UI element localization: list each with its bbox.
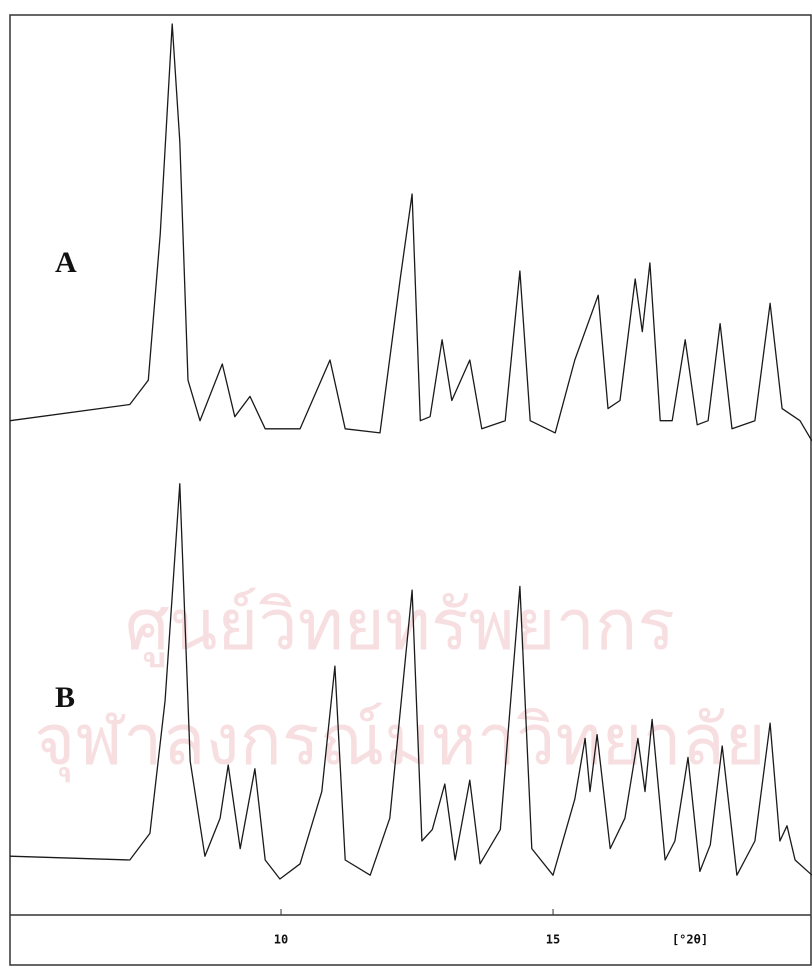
x-tick-label: 10 [274, 933, 288, 947]
trace [10, 23, 812, 442]
trace [10, 483, 812, 880]
frame [9, 14, 812, 966]
x-tick-label: 15 [546, 933, 560, 947]
trace-label: B [55, 681, 75, 714]
watermark: ศูนย์วิทยทรัพยากร [125, 584, 675, 668]
x-axis-label: [°2θ] [672, 933, 708, 947]
trace-label: A [55, 246, 77, 279]
